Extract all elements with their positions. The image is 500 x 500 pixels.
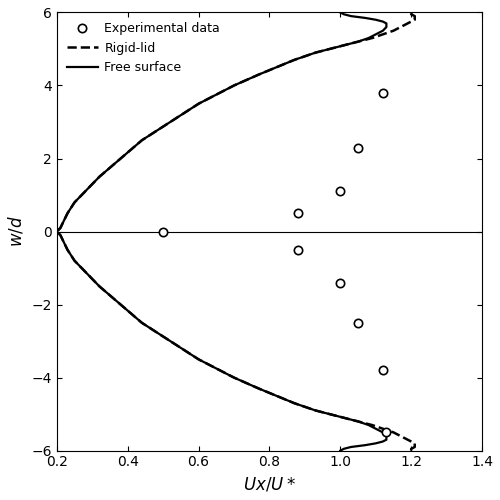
Line: Experimental data: Experimental data: [159, 88, 390, 436]
Experimental data: [338, 188, 344, 194]
Experimental data: [295, 210, 301, 216]
Experimental data: [295, 247, 301, 253]
Free surface: [380, 28, 386, 34]
Free surface: [338, 10, 344, 16]
Rigid-lid: [56, 226, 62, 232]
Rigid-lid: [408, 10, 414, 16]
Y-axis label: $w/d$: $w/d$: [7, 216, 26, 248]
Free surface: [312, 408, 318, 414]
Rigid-lid: [412, 13, 418, 19]
Free surface: [231, 374, 237, 380]
Free surface: [64, 247, 70, 253]
Experimental data: [160, 228, 166, 234]
Rigid-lid: [231, 374, 237, 380]
Rigid-lid: [408, 448, 414, 454]
Experimental data: [355, 144, 361, 150]
Rigid-lid: [312, 408, 318, 414]
Legend: Experimental data, Rigid-lid, Free surface: Experimental data, Rigid-lid, Free surfa…: [63, 18, 224, 78]
Experimental data: [384, 430, 390, 436]
Experimental data: [355, 320, 361, 326]
Free surface: [338, 448, 344, 454]
Line: Rigid-lid: Rigid-lid: [57, 12, 414, 450]
Experimental data: [338, 280, 344, 285]
Line: Free surface: Free surface: [57, 12, 386, 450]
Rigid-lid: [390, 28, 396, 34]
Free surface: [348, 13, 354, 19]
Free surface: [56, 226, 62, 232]
X-axis label: $Ux/U*$: $Ux/U*$: [243, 475, 296, 493]
Experimental data: [380, 368, 386, 374]
Experimental data: [380, 90, 386, 96]
Rigid-lid: [64, 247, 70, 253]
